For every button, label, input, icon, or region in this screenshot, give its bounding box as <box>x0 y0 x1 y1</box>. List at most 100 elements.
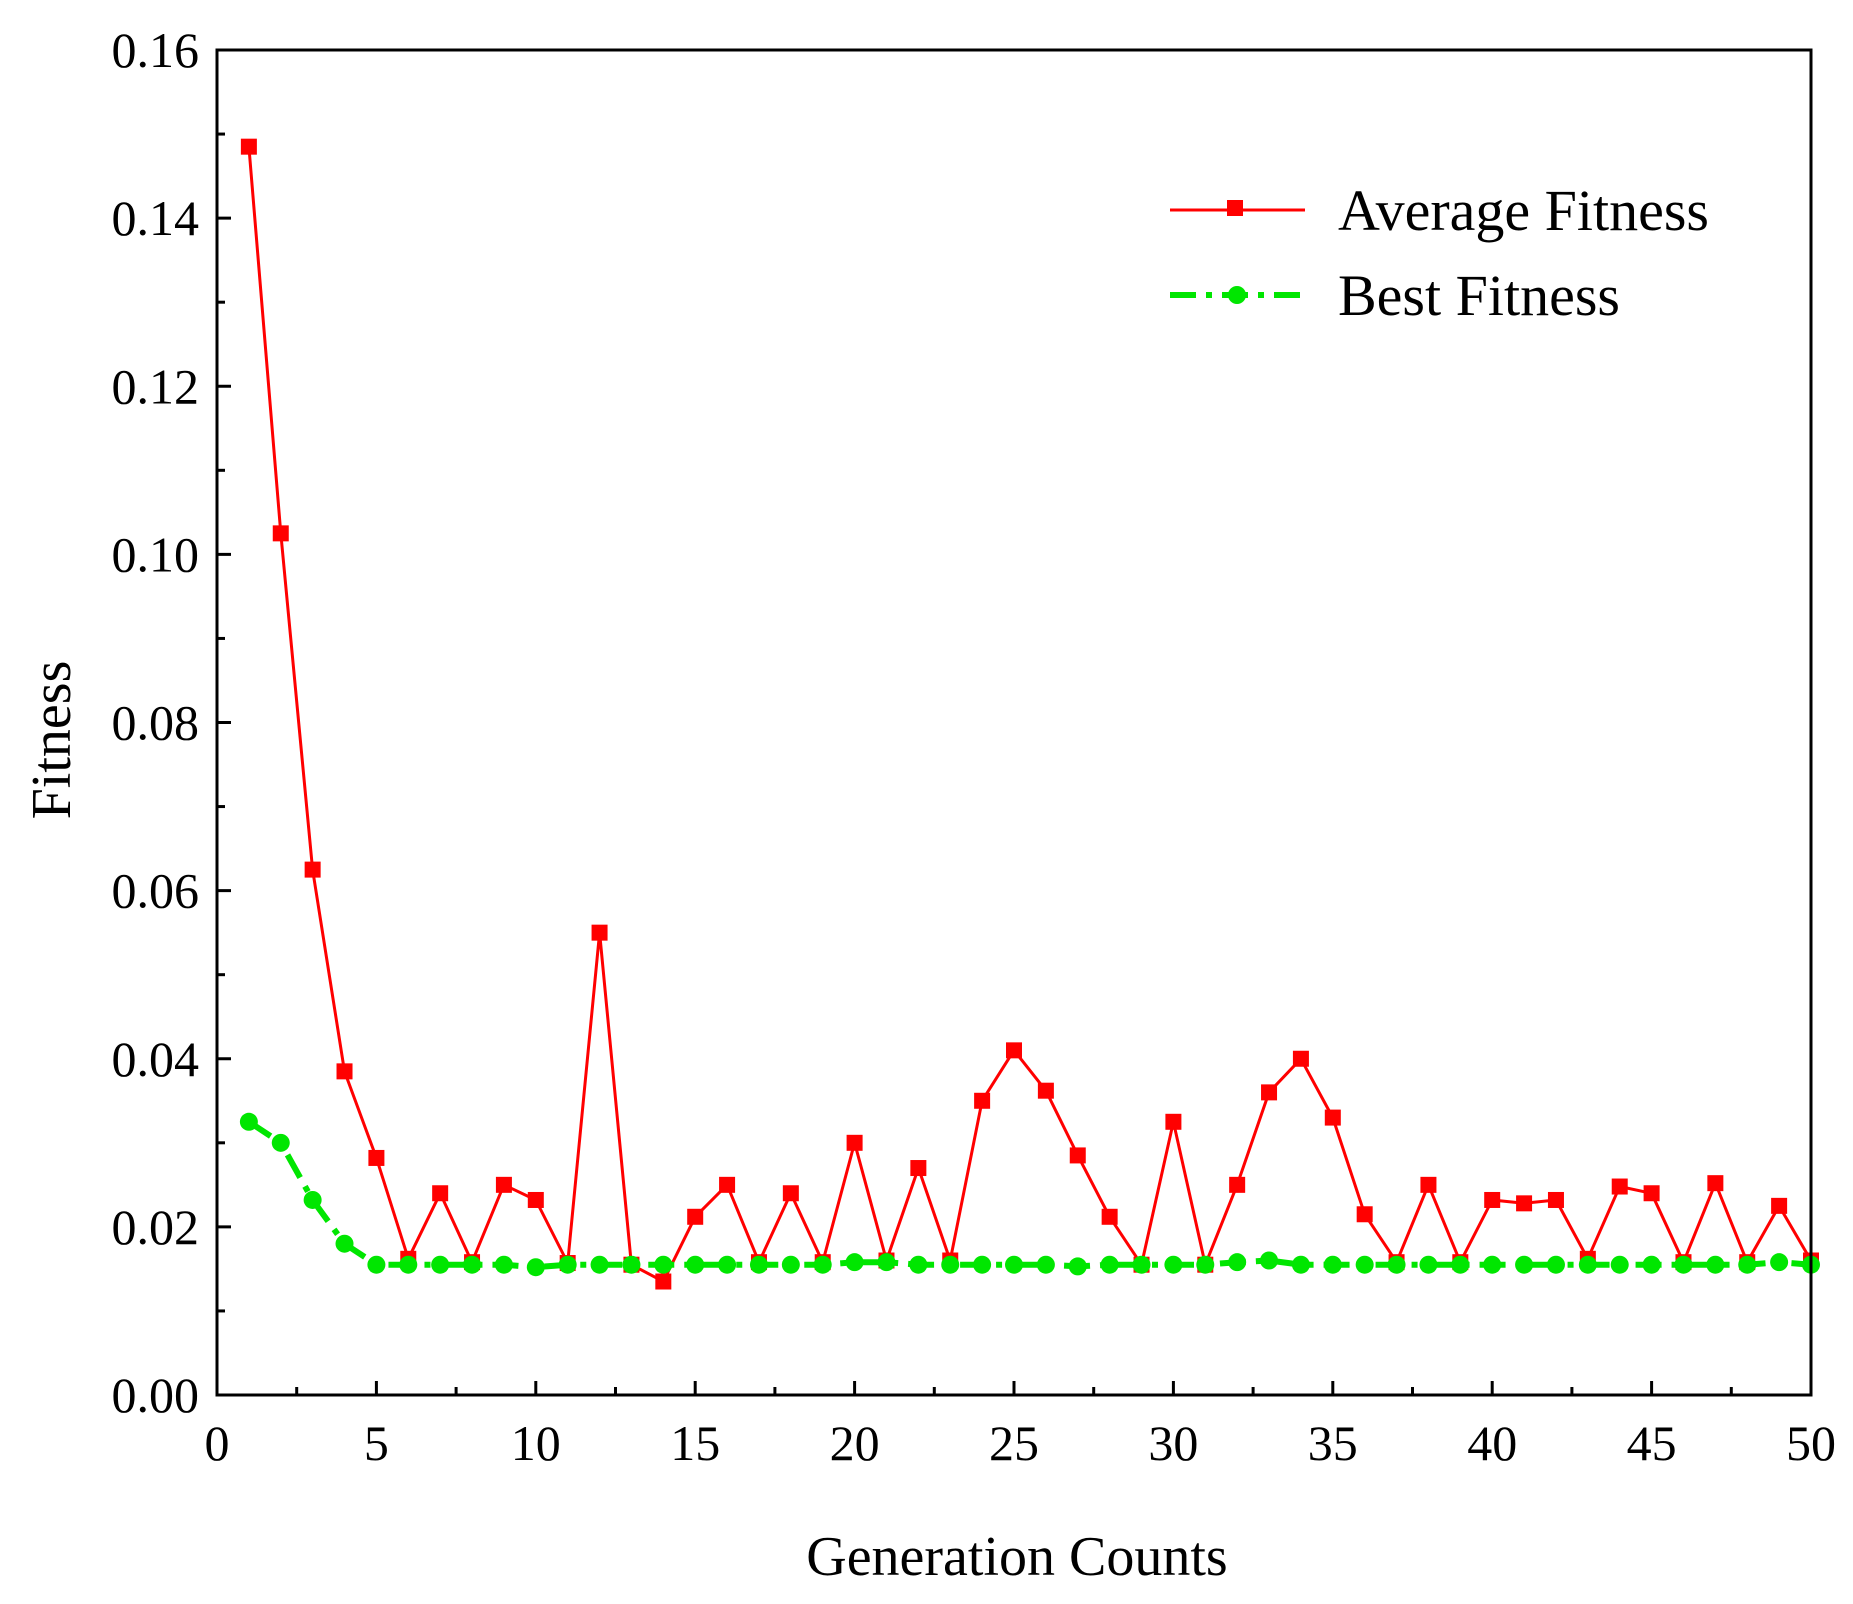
data-point-average-fitness <box>1484 1191 1501 1208</box>
y-tick-label: 0.08 <box>112 695 200 751</box>
data-point-average-fitness <box>1643 1185 1660 1202</box>
plot-area <box>239 138 1820 1290</box>
data-point-average-fitness <box>846 1134 863 1151</box>
data-point-best-fitness <box>1483 1255 1502 1274</box>
data-point-best-fitness <box>1132 1255 1151 1274</box>
data-point-best-fitness <box>271 1133 290 1152</box>
data-point-best-fitness <box>1196 1255 1215 1274</box>
data-point-average-fitness <box>1324 1109 1341 1126</box>
data-point-best-fitness <box>1100 1255 1119 1274</box>
data-point-best-fitness <box>1355 1255 1374 1274</box>
data-point-average-fitness <box>368 1149 385 1166</box>
data-point-best-fitness <box>1068 1257 1087 1276</box>
data-point-average-fitness <box>1165 1113 1182 1130</box>
data-point-best-fitness <box>1642 1255 1661 1274</box>
data-point-best-fitness <box>399 1255 418 1274</box>
data-point-average-fitness <box>910 1160 927 1177</box>
legend: Average Fitness Best Fitness <box>1170 178 1709 328</box>
data-point-average-fitness <box>1292 1050 1309 1067</box>
data-point-best-fitness <box>1291 1255 1310 1274</box>
legend-marker-average-fitness <box>1227 200 1243 216</box>
data-point-best-fitness <box>877 1253 896 1272</box>
x-tick-label: 40 <box>1467 1415 1517 1471</box>
data-point-best-fitness <box>909 1255 928 1274</box>
data-point-average-fitness <box>1707 1175 1724 1192</box>
data-point-average-fitness <box>527 1191 544 1208</box>
data-point-best-fitness <box>622 1255 641 1274</box>
data-point-average-fitness <box>974 1092 991 1109</box>
data-point-best-fitness <box>239 1112 258 1131</box>
data-point-best-fitness <box>590 1255 609 1274</box>
data-point-average-fitness <box>1261 1084 1278 1101</box>
data-point-average-fitness <box>1516 1195 1533 1212</box>
data-point-best-fitness <box>1770 1253 1789 1272</box>
data-point-best-fitness <box>303 1190 322 1209</box>
data-point-average-fitness <box>272 525 289 542</box>
x-axis: 0 5 10 15 20 25 30 35 40 45 50 <box>205 1381 1836 1471</box>
data-point-best-fitness <box>1674 1255 1693 1274</box>
legend-marker-best-fitness <box>1228 286 1246 304</box>
x-tick-label: 25 <box>989 1415 1039 1471</box>
y-axis-title: Fitness <box>21 661 83 820</box>
data-point-average-fitness <box>495 1176 512 1193</box>
data-point-best-fitness <box>1578 1255 1597 1274</box>
data-point-best-fitness <box>526 1258 545 1277</box>
data-point-best-fitness <box>1706 1255 1725 1274</box>
y-tick-label: 0.16 <box>112 22 200 78</box>
data-point-average-fitness <box>432 1185 449 1202</box>
data-point-best-fitness <box>1228 1253 1247 1272</box>
data-point-best-fitness <box>686 1255 705 1274</box>
legend-item-best-fitness: Best Fitness <box>1170 263 1620 328</box>
plot-frame <box>215 48 1813 1397</box>
data-point-best-fitness <box>335 1234 354 1253</box>
data-point-best-fitness <box>1515 1255 1534 1274</box>
data-point-average-fitness <box>655 1273 672 1290</box>
x-tick-label: 15 <box>670 1415 720 1471</box>
data-point-average-fitness <box>1069 1147 1086 1164</box>
data-point-best-fitness <box>1387 1255 1406 1274</box>
y-axis: 0.00 0.02 0.04 0.06 0.08 0.10 0.12 0.14 0.16 <box>112 22 231 1423</box>
data-point-best-fitness <box>718 1255 737 1274</box>
data-point-average-fitness <box>336 1063 353 1080</box>
data-point-average-fitness <box>1420 1176 1437 1193</box>
data-point-best-fitness <box>1164 1255 1183 1274</box>
data-point-average-fitness <box>591 924 608 941</box>
y-tick-label: 0.06 <box>112 863 200 919</box>
legend-label-best-fitness: Best Fitness <box>1338 263 1620 328</box>
data-point-best-fitness <box>845 1253 864 1272</box>
x-axis-title: Generation Counts <box>806 1526 1227 1588</box>
data-point-average-fitness <box>1611 1178 1628 1195</box>
data-point-average-fitness <box>687 1208 704 1225</box>
data-point-best-fitness <box>973 1255 992 1274</box>
data-point-best-fitness <box>1260 1251 1279 1270</box>
data-point-best-fitness <box>1738 1255 1757 1274</box>
data-point-average-fitness <box>1356 1206 1373 1223</box>
y-tick-label: 0.14 <box>112 190 200 246</box>
series-line-best-fitness <box>247 1119 1812 1271</box>
series-best-fitness <box>239 1112 1820 1277</box>
y-tick-label: 0.10 <box>112 526 200 582</box>
y-tick-label: 0.12 <box>112 358 200 414</box>
data-point-best-fitness <box>1323 1255 1342 1274</box>
data-point-average-fitness <box>1006 1042 1022 1059</box>
data-point-average-fitness <box>1771 1197 1788 1214</box>
data-point-best-fitness <box>1451 1255 1470 1274</box>
data-point-average-fitness <box>240 138 257 155</box>
data-point-best-fitness <box>813 1255 832 1274</box>
data-point-best-fitness <box>1546 1255 1565 1274</box>
x-tick-label: 0 <box>205 1415 230 1471</box>
data-point-best-fitness <box>1036 1255 1055 1274</box>
data-point-average-fitness <box>719 1176 736 1193</box>
x-tick-label: 20 <box>830 1415 880 1471</box>
data-point-best-fitness <box>494 1255 513 1274</box>
data-point-average-fitness <box>304 861 321 878</box>
data-point-best-fitness <box>941 1255 960 1274</box>
x-tick-label: 50 <box>1786 1415 1836 1471</box>
data-point-best-fitness <box>654 1255 673 1274</box>
x-tick-label: 45 <box>1627 1415 1677 1471</box>
x-tick-label: 35 <box>1308 1415 1358 1471</box>
legend-label-average-fitness: Average Fitness <box>1338 178 1709 243</box>
data-point-best-fitness <box>463 1255 482 1274</box>
data-point-best-fitness <box>558 1255 577 1274</box>
